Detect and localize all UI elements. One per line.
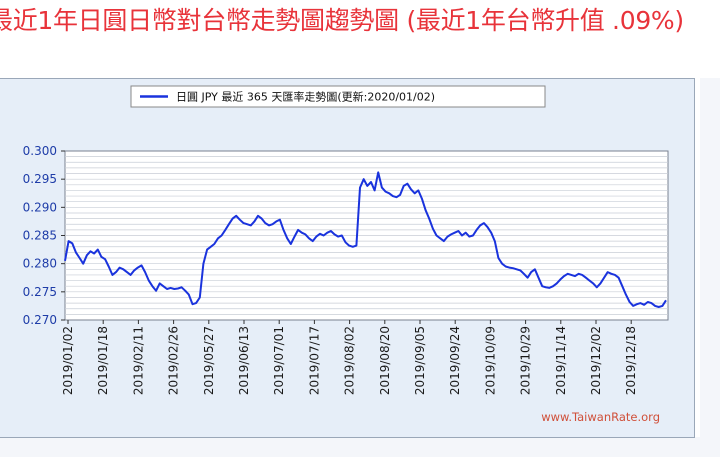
y-axis: 0.300 0.295 0.290 0.285 0.280 0.275 0.270 (23, 144, 65, 327)
x-tick-label: 2019/12/18 (624, 326, 638, 395)
y-tick-label: 0.295 (23, 172, 57, 186)
right-gutter (700, 78, 720, 457)
y-tick-label: 0.300 (23, 144, 57, 158)
x-axis: 2019/01/02 2019/01/18 2019/02/11 2019/02/26… (61, 320, 638, 395)
x-tick-label: 2019/07/17 (307, 326, 321, 395)
x-tick-label: 2019/10/09 (483, 326, 497, 395)
credit-annotation: www.TaiwanRate.org (541, 410, 660, 424)
exchange-rate-chart: 日圓 JPY 最近 365 天匯率走勢圖(更新:2020/01/02) 0.30… (23, 85, 669, 424)
x-tick-label: 2019/02/11 (131, 326, 145, 395)
y-tick-label: 0.275 (23, 285, 57, 299)
y-tick-label: 0.290 (23, 200, 57, 214)
series-line-jpy (64, 171, 667, 308)
x-tick-label: 2019/10/29 (519, 326, 533, 395)
legend-label: 日圓 JPY 最近 365 天匯率走勢圖(更新:2020/01/02) (176, 90, 435, 104)
x-tick-label: 2019/08/02 (343, 326, 357, 395)
x-tick-label: 2019/08/20 (378, 326, 392, 395)
x-tick-label: 2019/01/02 (61, 326, 75, 395)
legend-box (130, 85, 546, 108)
x-tick-label: 2019/09/05 (413, 326, 427, 395)
x-tick-label: 2019/09/24 (448, 326, 462, 395)
x-tick-label: 2019/11/14 (554, 326, 568, 395)
x-tick-label: 2019/12/02 (589, 326, 603, 395)
page-title: 最近1年日圓日幣對台幣走勢圖趨勢圖 (最近1年台幣升值 .09%) (0, 6, 684, 35)
legend: 日圓 JPY 最近 365 天匯率走勢圖(更新:2020/01/02) (130, 85, 546, 108)
x-tick-label: 2019/02/26 (167, 326, 181, 395)
bottom-gutter (0, 437, 700, 457)
x-tick-label: 2019/05/27 (202, 326, 216, 395)
x-tick-label: 2019/01/18 (96, 326, 110, 395)
x-tick-label: 2019/06/13 (237, 326, 251, 395)
x-tick-label: 2019/07/01 (272, 326, 286, 395)
y-tick-label: 0.285 (23, 229, 57, 243)
grid-lines (64, 150, 669, 321)
y-tick-label: 0.270 (23, 313, 57, 327)
y-tick-label: 0.280 (23, 257, 57, 271)
